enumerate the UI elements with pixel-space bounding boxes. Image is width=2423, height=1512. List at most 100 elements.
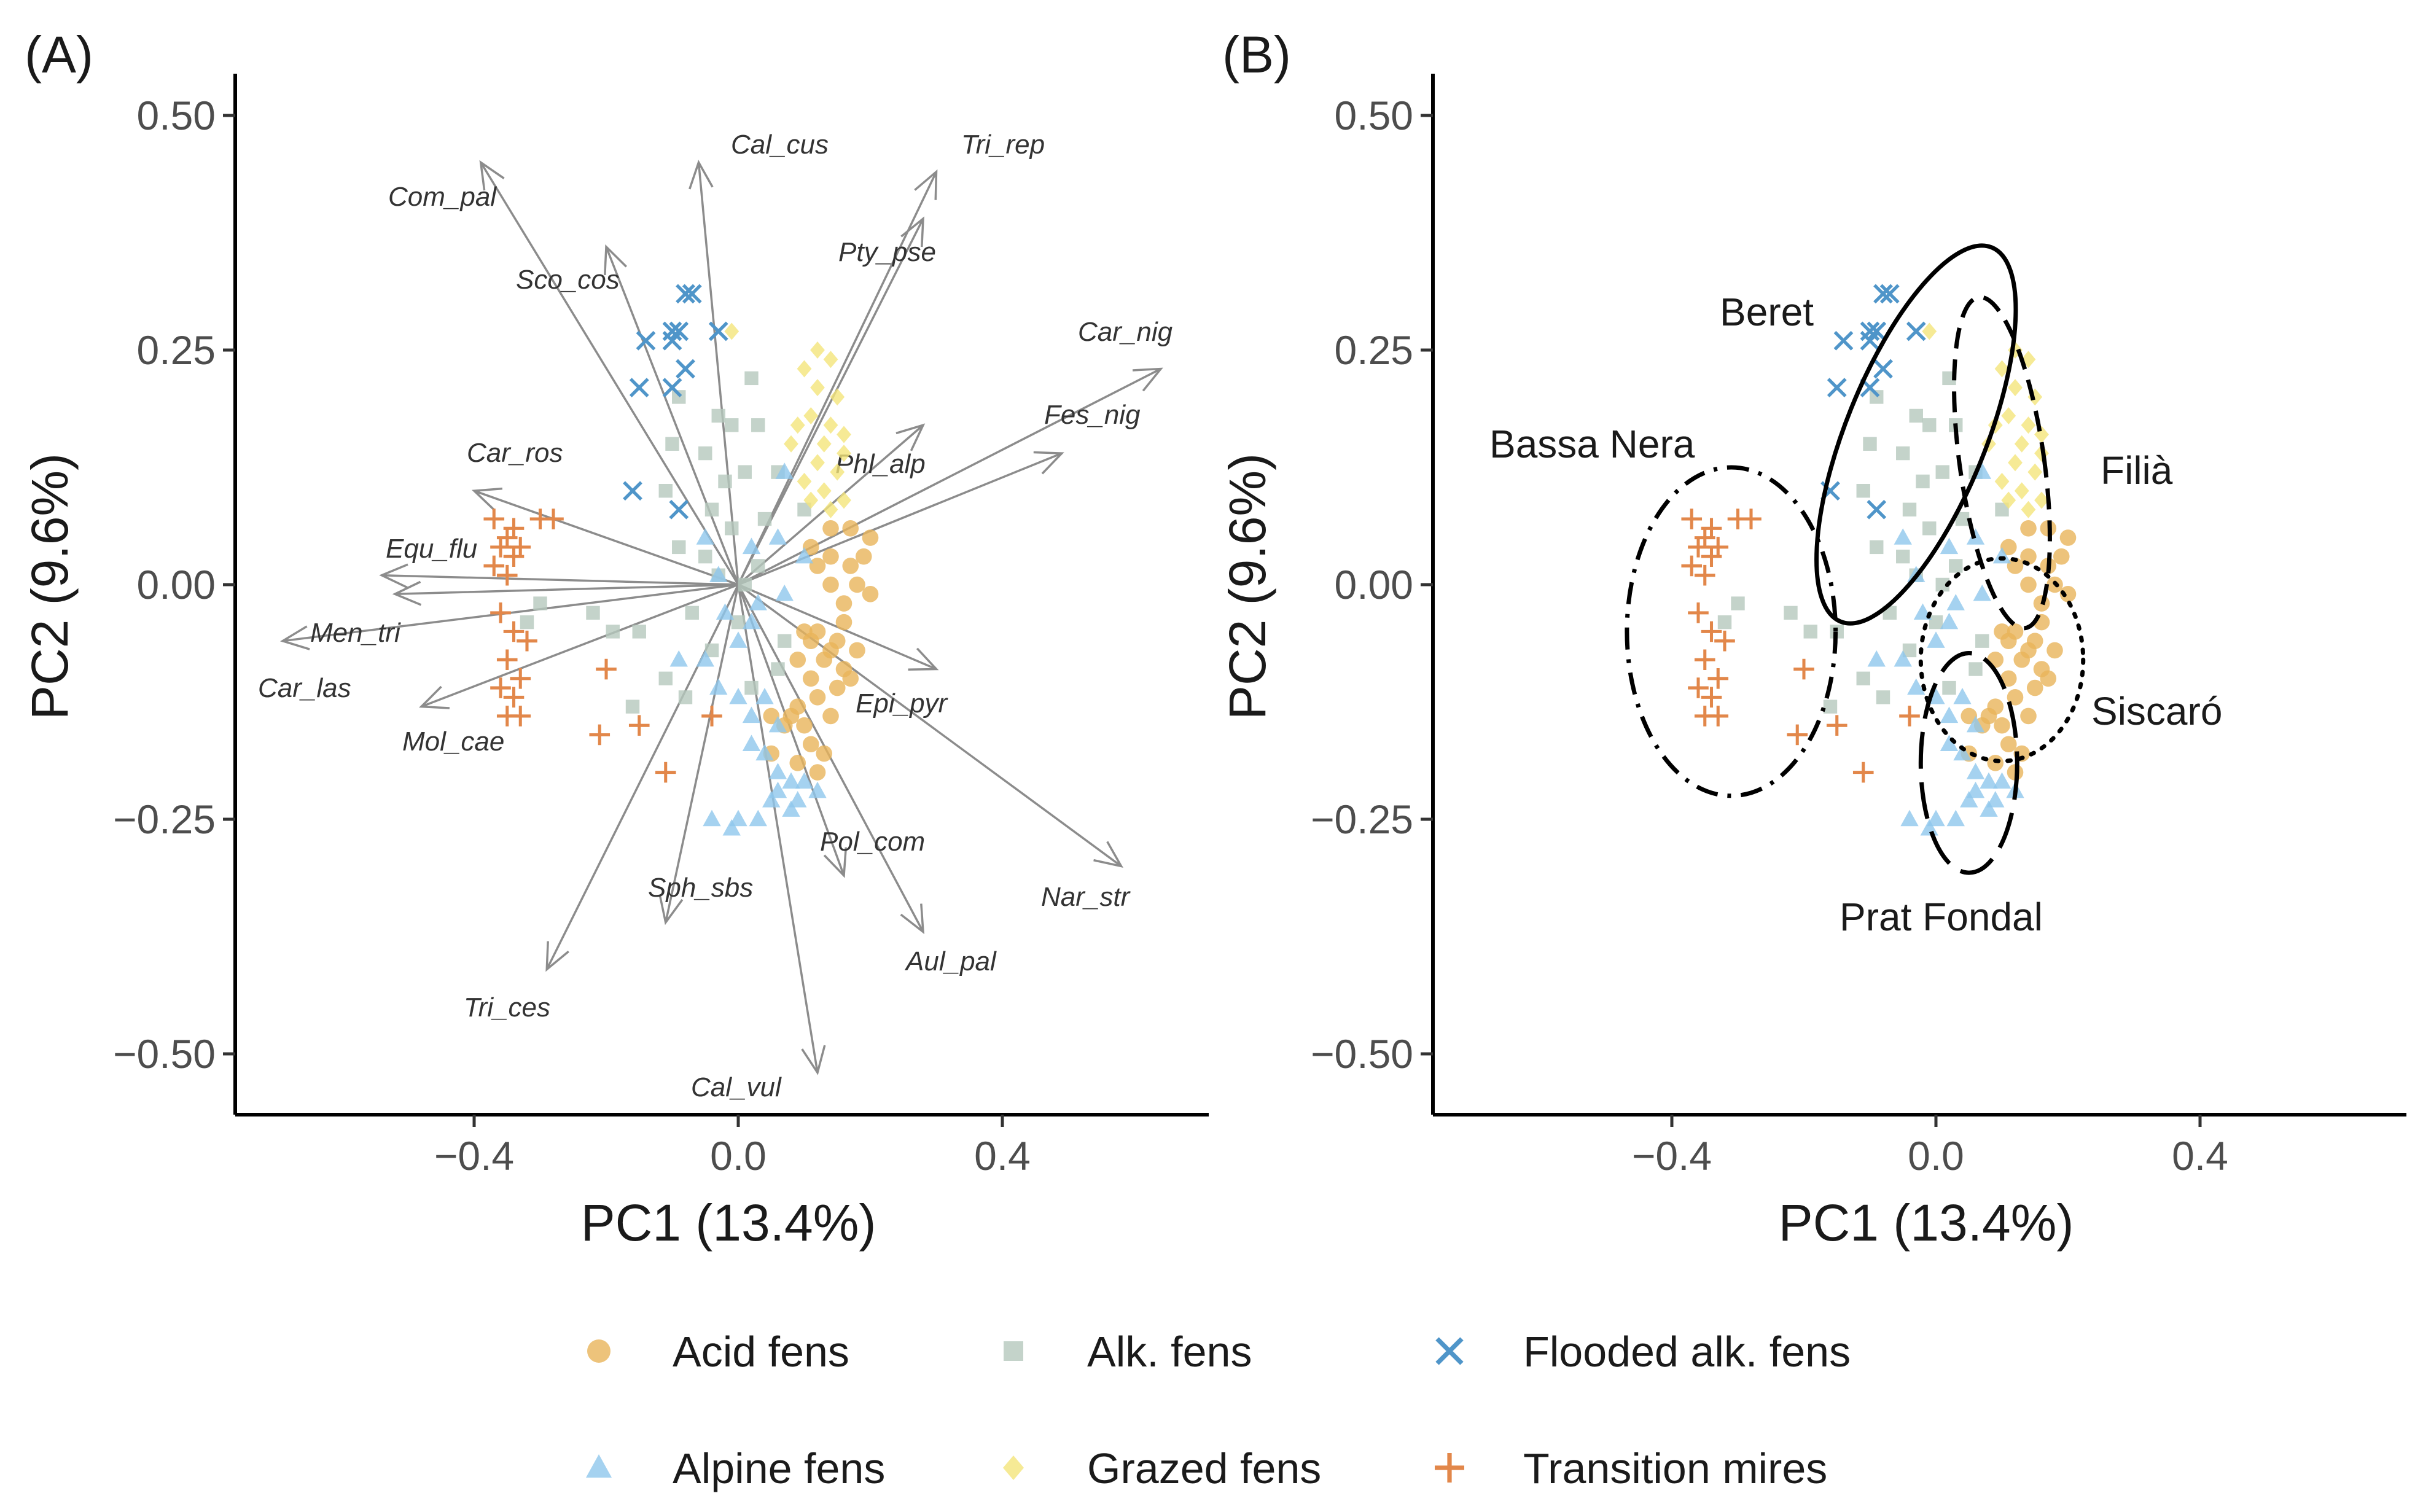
point-alk-fens	[1876, 690, 1890, 704]
point-grazed-fens	[837, 445, 851, 462]
panel-b-label: (B)	[1222, 26, 1291, 84]
vector-label-Car_nig: Car_nig	[1078, 317, 1173, 347]
point-acid-fens	[2000, 670, 2017, 687]
point-acid-fens	[2059, 529, 2077, 546]
ellipse-prat-fondal	[1918, 651, 2019, 875]
point-grazed-fens	[2034, 491, 2049, 509]
legend-key-transition-mires	[1435, 1453, 1464, 1483]
vector-label-Cal_cus: Cal_cus	[731, 130, 829, 160]
point-acid-fens	[816, 745, 833, 762]
point-acid-fens	[802, 633, 819, 649]
point-alk-fens	[744, 680, 759, 695]
point-transition-mires	[1714, 630, 1735, 652]
point-alpine-fens	[1894, 650, 1912, 667]
point-flooded-alk-fens	[662, 378, 682, 398]
point-grazed-fens	[2034, 426, 2049, 443]
point-flooded-alk-fens	[676, 359, 695, 379]
point-transition-mires	[1688, 537, 1709, 558]
vector-label-Equ_flu: Equ_flu	[386, 534, 477, 564]
point-alpine-fens	[749, 809, 767, 827]
vector-Com_pal	[479, 160, 739, 585]
vector-label-Tri_rep: Tri_rep	[961, 130, 1045, 160]
point-alpine-fens	[1960, 791, 1978, 808]
vector-Cal_cus	[689, 160, 739, 585]
point-alk-fens	[533, 596, 547, 610]
point-alk-fens	[704, 502, 719, 516]
point-alpine-fens	[1907, 678, 1926, 695]
point-alpine-fens	[742, 735, 761, 751]
point-transition-mires	[596, 658, 617, 680]
point-alk-fens	[1902, 502, 1917, 516]
point-alpine-fens	[795, 772, 814, 789]
point-acid-fens	[849, 576, 865, 593]
point-alk-fens	[751, 559, 765, 573]
point-alk-fens	[1856, 484, 1870, 498]
legend-key-grazed-fens	[1003, 1455, 1024, 1480]
point-acid-fens	[2059, 585, 2077, 602]
legend-key-acid-fens	[587, 1339, 611, 1363]
point-alk-fens	[625, 699, 640, 714]
point-alk-fens	[797, 502, 811, 516]
point-flooded-alk-fens	[669, 499, 689, 520]
y-tick-label: 0.00	[1335, 562, 1413, 607]
point-acid-fens	[2046, 642, 2063, 659]
point-grazed-fens	[1994, 472, 2010, 490]
point-alpine-fens	[1946, 594, 1965, 610]
point-acid-fens	[802, 539, 819, 556]
point-acid-fens	[763, 707, 780, 725]
point-transition-mires	[1701, 546, 1722, 567]
point-alk-fens	[711, 408, 725, 423]
loading-vectors: Cal_cus Tri_rep Pty_pse Com_pal Sco_cos Car_n…	[258, 130, 1173, 1102]
point-flooded-alk-fens	[662, 321, 682, 341]
point-transition-mires	[483, 509, 505, 529]
point-acid-fens	[809, 689, 826, 706]
point-alk-fens	[771, 662, 785, 676]
vector-Mol_cae	[418, 583, 739, 709]
point-transition-mires	[503, 546, 525, 567]
point-transition-mires	[1681, 509, 1703, 529]
point-alk-fens	[665, 437, 679, 451]
point-acid-fens	[782, 707, 800, 725]
point-transition-mires	[1707, 706, 1729, 727]
point-grazed-fens	[2001, 407, 2016, 424]
vector-label-Nar_str: Nar_str	[1041, 882, 1131, 912]
point-acid-fens	[802, 736, 819, 753]
vector-label-Tri_ces: Tri_ces	[464, 992, 550, 1023]
point-alpine-fens	[1980, 772, 1998, 789]
point-transition-mires	[589, 724, 611, 746]
point-alk-fens	[1896, 446, 1910, 461]
point-alk-fens	[685, 606, 699, 620]
point-acid-fens	[835, 595, 853, 612]
point-flooded-alk-fens	[708, 321, 728, 341]
legend-label-alk-fens: Alk. fens	[1087, 1328, 1252, 1376]
vector-label-Com_pal: Com_pal	[388, 182, 497, 212]
point-transition-mires	[1688, 602, 1709, 623]
point-acid-fens	[1987, 755, 2004, 771]
point-flooded-alk-fens	[1860, 321, 1880, 341]
point-alk-fens	[1870, 540, 1884, 555]
point-flooded-alk-fens	[1860, 330, 1880, 351]
point-alpine-fens	[1992, 772, 2011, 789]
x-tick-label: 0.4	[2172, 1133, 2228, 1179]
point-alpine-fens	[729, 631, 747, 648]
point-flooded-alk-fens	[1867, 499, 1887, 520]
vector-Cal_vul	[737, 584, 826, 1075]
x-tick-label: 0.4	[974, 1133, 1031, 1179]
point-grazed-fens	[830, 463, 845, 481]
point-flooded-alk-fens	[629, 378, 649, 398]
point-acid-fens	[849, 642, 865, 659]
point-alpine-fens	[1966, 715, 1985, 733]
point-alpine-fens	[669, 650, 688, 667]
vector-Tri_ces	[545, 584, 739, 972]
site-label-siscaro: Siscaró	[2091, 689, 2222, 733]
vector-label-Pol_com: Pol_com	[820, 827, 925, 857]
vector-Equ_flu	[379, 563, 739, 589]
y-tick-label: −0.25	[113, 797, 216, 842]
point-transition-mires	[1688, 677, 1709, 698]
point-alk-fens	[1922, 521, 1937, 536]
point-grazed-fens	[724, 322, 739, 340]
point-transition-mires	[1793, 658, 1814, 680]
point-alk-fens	[757, 512, 772, 526]
point-grazed-fens	[2021, 416, 2036, 434]
point-transition-mires	[1741, 509, 1762, 529]
